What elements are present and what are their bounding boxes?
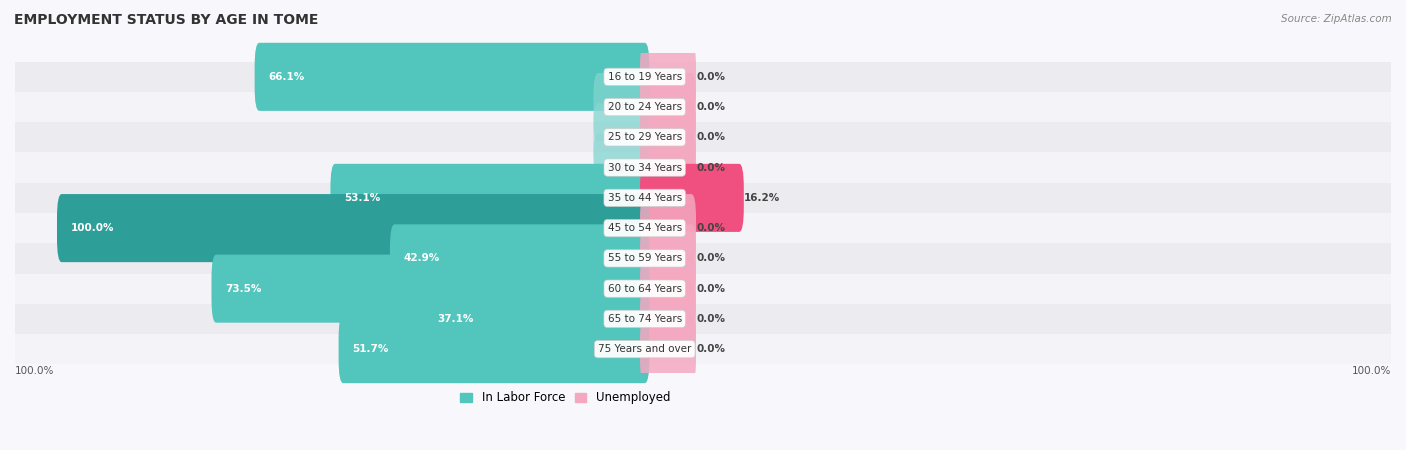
Text: 0.0%: 0.0% xyxy=(696,162,725,173)
FancyBboxPatch shape xyxy=(640,255,696,323)
Text: 0.0%: 0.0% xyxy=(696,284,725,294)
Text: 16.2%: 16.2% xyxy=(744,193,780,203)
FancyBboxPatch shape xyxy=(640,194,696,262)
FancyBboxPatch shape xyxy=(640,285,696,353)
Text: 100.0%: 100.0% xyxy=(15,366,55,376)
Text: 0.0%: 0.0% xyxy=(607,162,636,173)
FancyBboxPatch shape xyxy=(389,225,650,292)
Text: 0.0%: 0.0% xyxy=(696,253,725,263)
Bar xyxy=(15,274,1391,304)
Text: 30 to 34 Years: 30 to 34 Years xyxy=(607,162,682,173)
Text: 75 Years and over: 75 Years and over xyxy=(598,344,692,354)
FancyBboxPatch shape xyxy=(339,315,650,383)
Text: 60 to 64 Years: 60 to 64 Years xyxy=(607,284,682,294)
FancyBboxPatch shape xyxy=(640,134,696,202)
Text: 42.9%: 42.9% xyxy=(404,253,440,263)
Bar xyxy=(15,183,1391,213)
Text: 25 to 29 Years: 25 to 29 Years xyxy=(607,132,682,142)
Text: 55 to 59 Years: 55 to 59 Years xyxy=(607,253,682,263)
FancyBboxPatch shape xyxy=(330,164,650,232)
Text: 45 to 54 Years: 45 to 54 Years xyxy=(607,223,682,233)
Text: 66.1%: 66.1% xyxy=(269,72,304,82)
FancyBboxPatch shape xyxy=(211,255,650,323)
FancyBboxPatch shape xyxy=(58,194,650,262)
Bar xyxy=(15,304,1391,334)
Text: 51.7%: 51.7% xyxy=(352,344,388,354)
Text: 0.0%: 0.0% xyxy=(696,72,725,82)
Text: 53.1%: 53.1% xyxy=(344,193,380,203)
FancyBboxPatch shape xyxy=(640,43,696,111)
FancyBboxPatch shape xyxy=(640,315,696,383)
Text: 0.0%: 0.0% xyxy=(696,102,725,112)
Text: 0.0%: 0.0% xyxy=(696,132,725,142)
Text: 0.0%: 0.0% xyxy=(607,132,636,142)
FancyBboxPatch shape xyxy=(640,73,696,141)
Text: 0.0%: 0.0% xyxy=(607,102,636,112)
Text: 100.0%: 100.0% xyxy=(1351,366,1391,376)
Bar xyxy=(15,334,1391,364)
FancyBboxPatch shape xyxy=(593,73,650,141)
Bar xyxy=(15,92,1391,122)
Bar xyxy=(15,122,1391,153)
Bar xyxy=(15,153,1391,183)
FancyBboxPatch shape xyxy=(593,104,650,171)
Text: Source: ZipAtlas.com: Source: ZipAtlas.com xyxy=(1281,14,1392,23)
Bar xyxy=(15,62,1391,92)
Legend: In Labor Force, Unemployed: In Labor Force, Unemployed xyxy=(456,387,675,409)
FancyBboxPatch shape xyxy=(423,285,650,353)
FancyBboxPatch shape xyxy=(254,43,650,111)
Text: 0.0%: 0.0% xyxy=(696,314,725,324)
FancyBboxPatch shape xyxy=(640,225,696,292)
Text: 0.0%: 0.0% xyxy=(696,223,725,233)
Text: 16 to 19 Years: 16 to 19 Years xyxy=(607,72,682,82)
Text: 20 to 24 Years: 20 to 24 Years xyxy=(607,102,682,112)
Text: 37.1%: 37.1% xyxy=(437,314,474,324)
FancyBboxPatch shape xyxy=(640,104,696,171)
Bar xyxy=(15,213,1391,243)
Text: EMPLOYMENT STATUS BY AGE IN TOME: EMPLOYMENT STATUS BY AGE IN TOME xyxy=(14,14,318,27)
Text: 100.0%: 100.0% xyxy=(70,223,114,233)
Bar xyxy=(15,243,1391,274)
Text: 0.0%: 0.0% xyxy=(696,344,725,354)
Text: 65 to 74 Years: 65 to 74 Years xyxy=(607,314,682,324)
FancyBboxPatch shape xyxy=(640,164,744,232)
FancyBboxPatch shape xyxy=(593,134,650,202)
Text: 73.5%: 73.5% xyxy=(225,284,262,294)
Text: 35 to 44 Years: 35 to 44 Years xyxy=(607,193,682,203)
